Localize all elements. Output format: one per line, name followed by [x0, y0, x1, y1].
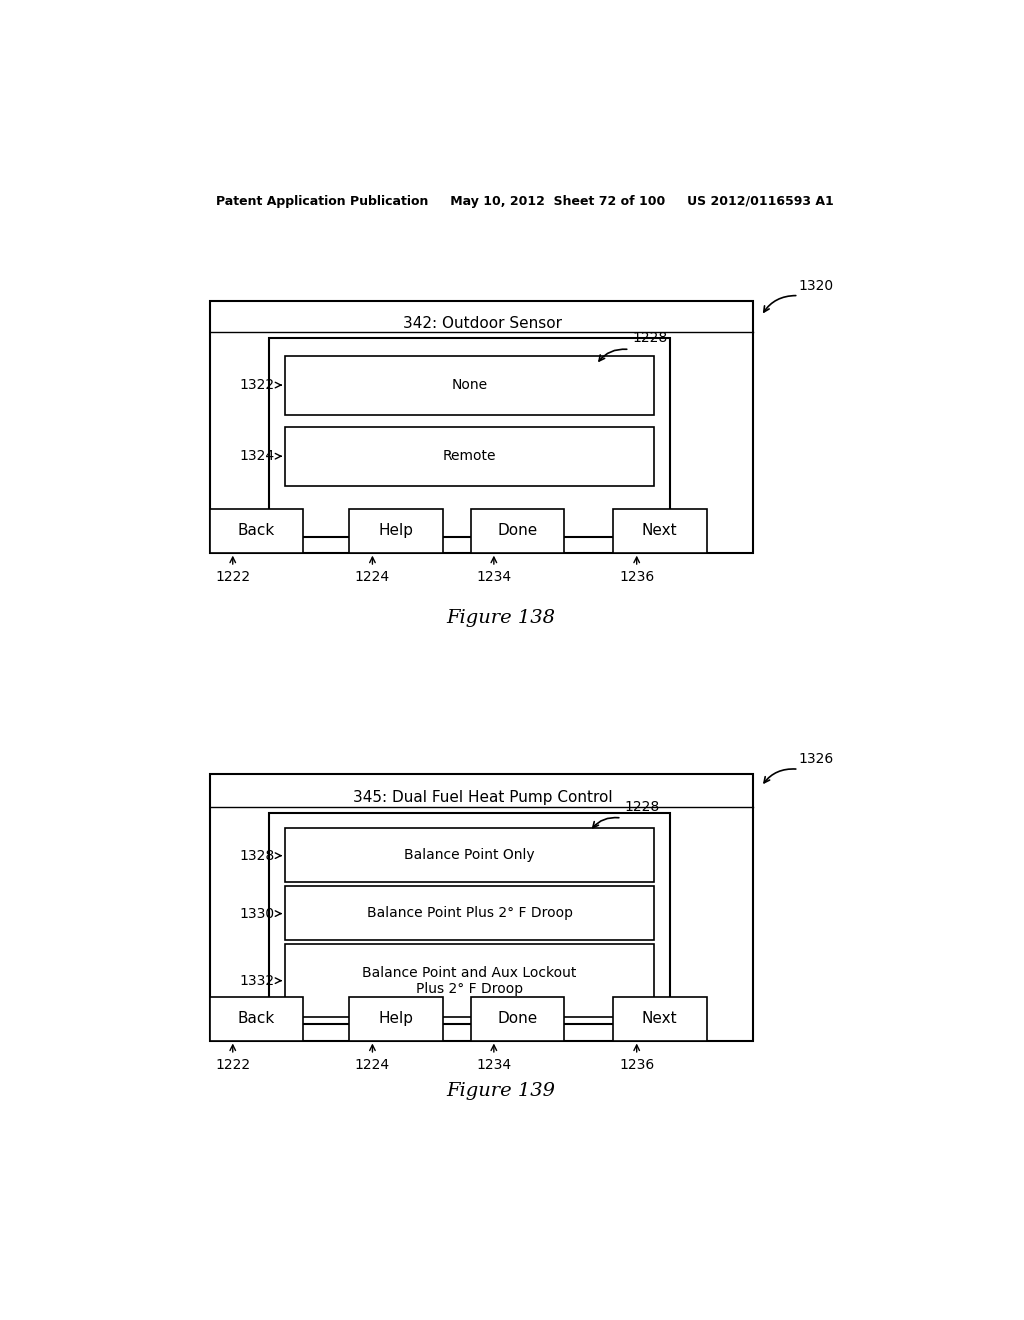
Text: 342: Outdoor Sensor: 342: Outdoor Sensor: [403, 315, 562, 330]
Text: Done: Done: [498, 524, 538, 539]
Bar: [210, 997, 303, 1040]
Text: Balance Point Plus 2° F Droop: Balance Point Plus 2° F Droop: [367, 906, 572, 920]
Bar: [613, 510, 707, 553]
Text: Back: Back: [238, 1011, 275, 1026]
Bar: [210, 775, 754, 1040]
Text: Done: Done: [498, 1011, 538, 1026]
Text: 1224: 1224: [355, 570, 390, 583]
Text: Help: Help: [379, 1011, 414, 1026]
Text: None: None: [452, 378, 487, 392]
Text: 1228: 1228: [625, 800, 660, 814]
Text: 345: Dual Fuel Heat Pump Control: 345: Dual Fuel Heat Pump Control: [353, 791, 612, 805]
Text: 1332: 1332: [240, 974, 274, 987]
Text: Balance Point and Aux Lockout
Plus 2° F Droop: Balance Point and Aux Lockout Plus 2° F …: [362, 965, 577, 995]
Text: Figure 138: Figure 138: [446, 609, 555, 627]
Bar: [349, 997, 443, 1040]
Text: 1234: 1234: [476, 1057, 511, 1072]
Text: Balance Point Only: Balance Point Only: [404, 849, 535, 862]
Text: Help: Help: [379, 524, 414, 539]
Text: 1228: 1228: [633, 331, 668, 346]
Text: Next: Next: [642, 1011, 678, 1026]
Text: 1328: 1328: [240, 849, 274, 863]
Bar: [285, 426, 654, 486]
Bar: [285, 944, 654, 1018]
Text: 1222: 1222: [215, 570, 250, 583]
Text: 1330: 1330: [240, 907, 274, 920]
Bar: [210, 301, 754, 553]
Text: 1234: 1234: [476, 570, 511, 583]
Text: 1320: 1320: [799, 279, 834, 293]
Bar: [285, 828, 654, 882]
Text: Back: Back: [238, 524, 275, 539]
Text: 1322: 1322: [240, 378, 274, 392]
Text: 1236: 1236: [620, 570, 654, 583]
Text: Remote: Remote: [443, 449, 497, 463]
Bar: [210, 510, 303, 553]
Text: 1324: 1324: [240, 449, 274, 463]
Text: Patent Application Publication     May 10, 2012  Sheet 72 of 100     US 2012/011: Patent Application Publication May 10, 2…: [216, 194, 834, 207]
Text: 1236: 1236: [620, 1057, 654, 1072]
Bar: [613, 997, 707, 1040]
Bar: [349, 510, 443, 553]
Text: 1222: 1222: [215, 1057, 250, 1072]
Bar: [471, 997, 564, 1040]
Text: Figure 139: Figure 139: [446, 1082, 555, 1101]
Bar: [471, 510, 564, 553]
Text: Next: Next: [642, 524, 678, 539]
Bar: [285, 355, 654, 414]
Bar: [285, 886, 654, 940]
Text: 1326: 1326: [799, 752, 834, 766]
Bar: [269, 813, 670, 1024]
Bar: [269, 338, 670, 536]
Text: 1224: 1224: [355, 1057, 390, 1072]
